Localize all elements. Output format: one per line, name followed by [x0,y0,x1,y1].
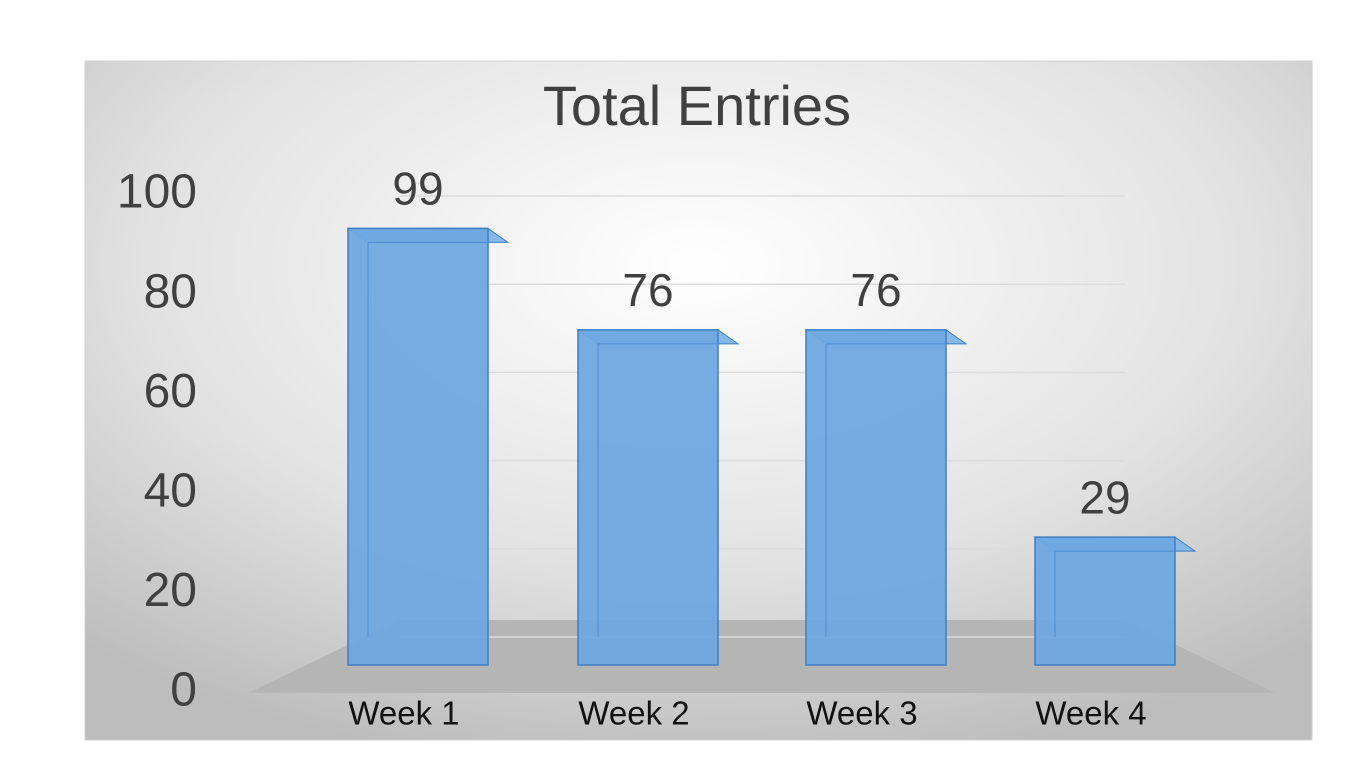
bar [577,329,719,666]
data-label: 76 [850,264,901,316]
chart-title: Total Entries [543,74,851,137]
x-tick-label: Week 1 [348,695,459,732]
bar [1034,536,1176,666]
y-tick-label: 100 [117,166,197,219]
x-tick-label: Week 3 [806,695,917,732]
bar-edge [597,343,718,637]
y-tick-label: 60 [144,365,197,418]
data-label: 29 [1079,471,1130,523]
x-tick-label: Week 4 [1035,695,1146,732]
x-tick-label: Week 2 [578,695,689,732]
y-tick-label: 80 [144,265,197,318]
y-tick-label: 0 [170,664,197,717]
y-tick-label: 20 [144,564,197,617]
bar-edge [825,343,946,637]
data-label: 76 [622,264,673,316]
y-tick-label: 40 [144,464,197,517]
bar-edge [367,241,488,637]
bar-edge [1054,550,1175,637]
data-label: 99 [392,163,443,215]
bar [805,329,947,666]
bar [347,227,489,666]
floor [248,620,1275,693]
